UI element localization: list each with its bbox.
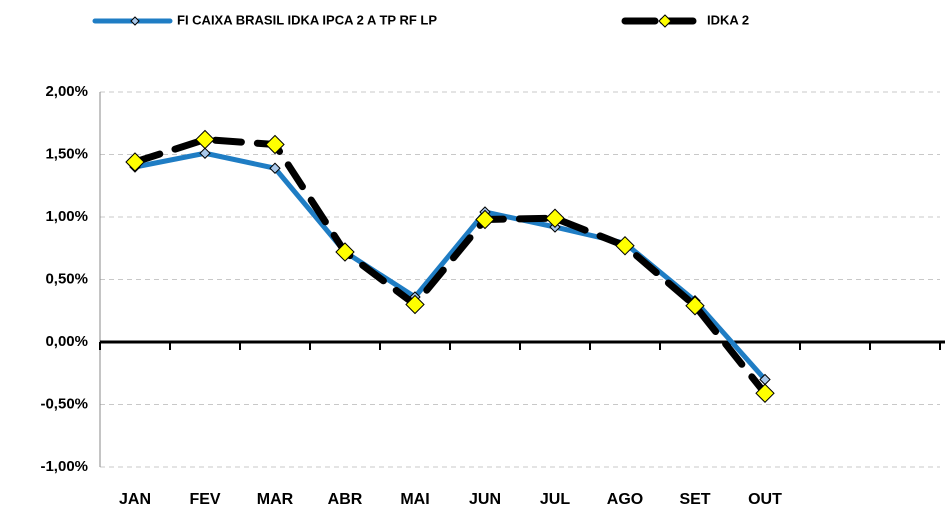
marker [269, 162, 281, 174]
y-tick-label: 1,50% [45, 145, 88, 162]
y-tick-label: 0,50% [45, 270, 88, 287]
x-tick-label: JAN [119, 491, 151, 508]
y-tick-label: 1,00% [45, 208, 88, 225]
y-tick-label: 0,00% [45, 333, 88, 350]
series-line [132, 150, 768, 382]
x-tick-label: MAR [257, 491, 294, 508]
marker [265, 134, 285, 155]
x-tick-label: SET [679, 491, 710, 508]
marker [475, 209, 495, 230]
marker [545, 208, 565, 228]
legend-label: IDKA 2 [707, 12, 749, 27]
legend-marker [658, 14, 672, 28]
series-line [131, 136, 769, 397]
legend-label: FI CAIXA BRASIL IDKA IPCA 2 A TP RF LP [177, 12, 437, 27]
x-tick-label: OUT [748, 491, 782, 508]
legend-marker [130, 16, 140, 26]
marker [195, 129, 215, 150]
y-tick-label: -0,50% [40, 395, 88, 412]
x-tick-label: FEV [189, 491, 220, 508]
marker [755, 383, 775, 403]
marker [199, 147, 211, 159]
x-tick-label: JUL [540, 491, 570, 508]
y-tick-label: -1,00% [40, 458, 88, 475]
marker [685, 296, 705, 316]
marker [125, 152, 145, 172]
x-tick-label: JUN [469, 491, 501, 508]
marker [335, 242, 355, 262]
x-tick-label: ABR [328, 491, 363, 508]
marker [615, 236, 635, 256]
marker [405, 294, 425, 315]
x-tick-label: AGO [607, 491, 643, 508]
x-tick-label: MAI [400, 491, 429, 508]
y-tick-label: 2,00% [45, 83, 88, 100]
